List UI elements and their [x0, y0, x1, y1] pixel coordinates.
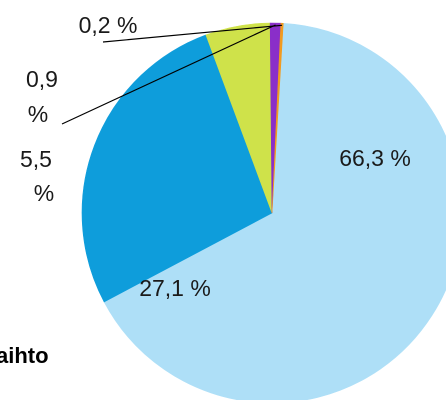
slice-label-5-5-line1: 5,5	[20, 146, 52, 172]
pie-slice-0-2	[271, 22, 284, 214]
clipped-category-label: aihto	[0, 343, 49, 368]
leader-lines	[61, 24, 283, 125]
pie-slice-66-3	[103, 23, 446, 400]
slice-label-66-3: 66,3 %	[339, 145, 411, 171]
pie-slices	[81, 22, 446, 400]
slice-label-5-5-line2: %	[34, 180, 54, 206]
slice-label-0-2: 0,2 %	[79, 12, 138, 38]
leader-line-0-9	[61, 24, 276, 125]
slice-label-0-9-line2: %	[28, 101, 48, 127]
pie-slice-27-1	[81, 34, 273, 303]
leader-line-0-2	[102, 24, 283, 43]
slice-label-27-1: 27,1 %	[139, 275, 211, 301]
slice-label-0-9-line1: 0,9	[26, 66, 58, 92]
